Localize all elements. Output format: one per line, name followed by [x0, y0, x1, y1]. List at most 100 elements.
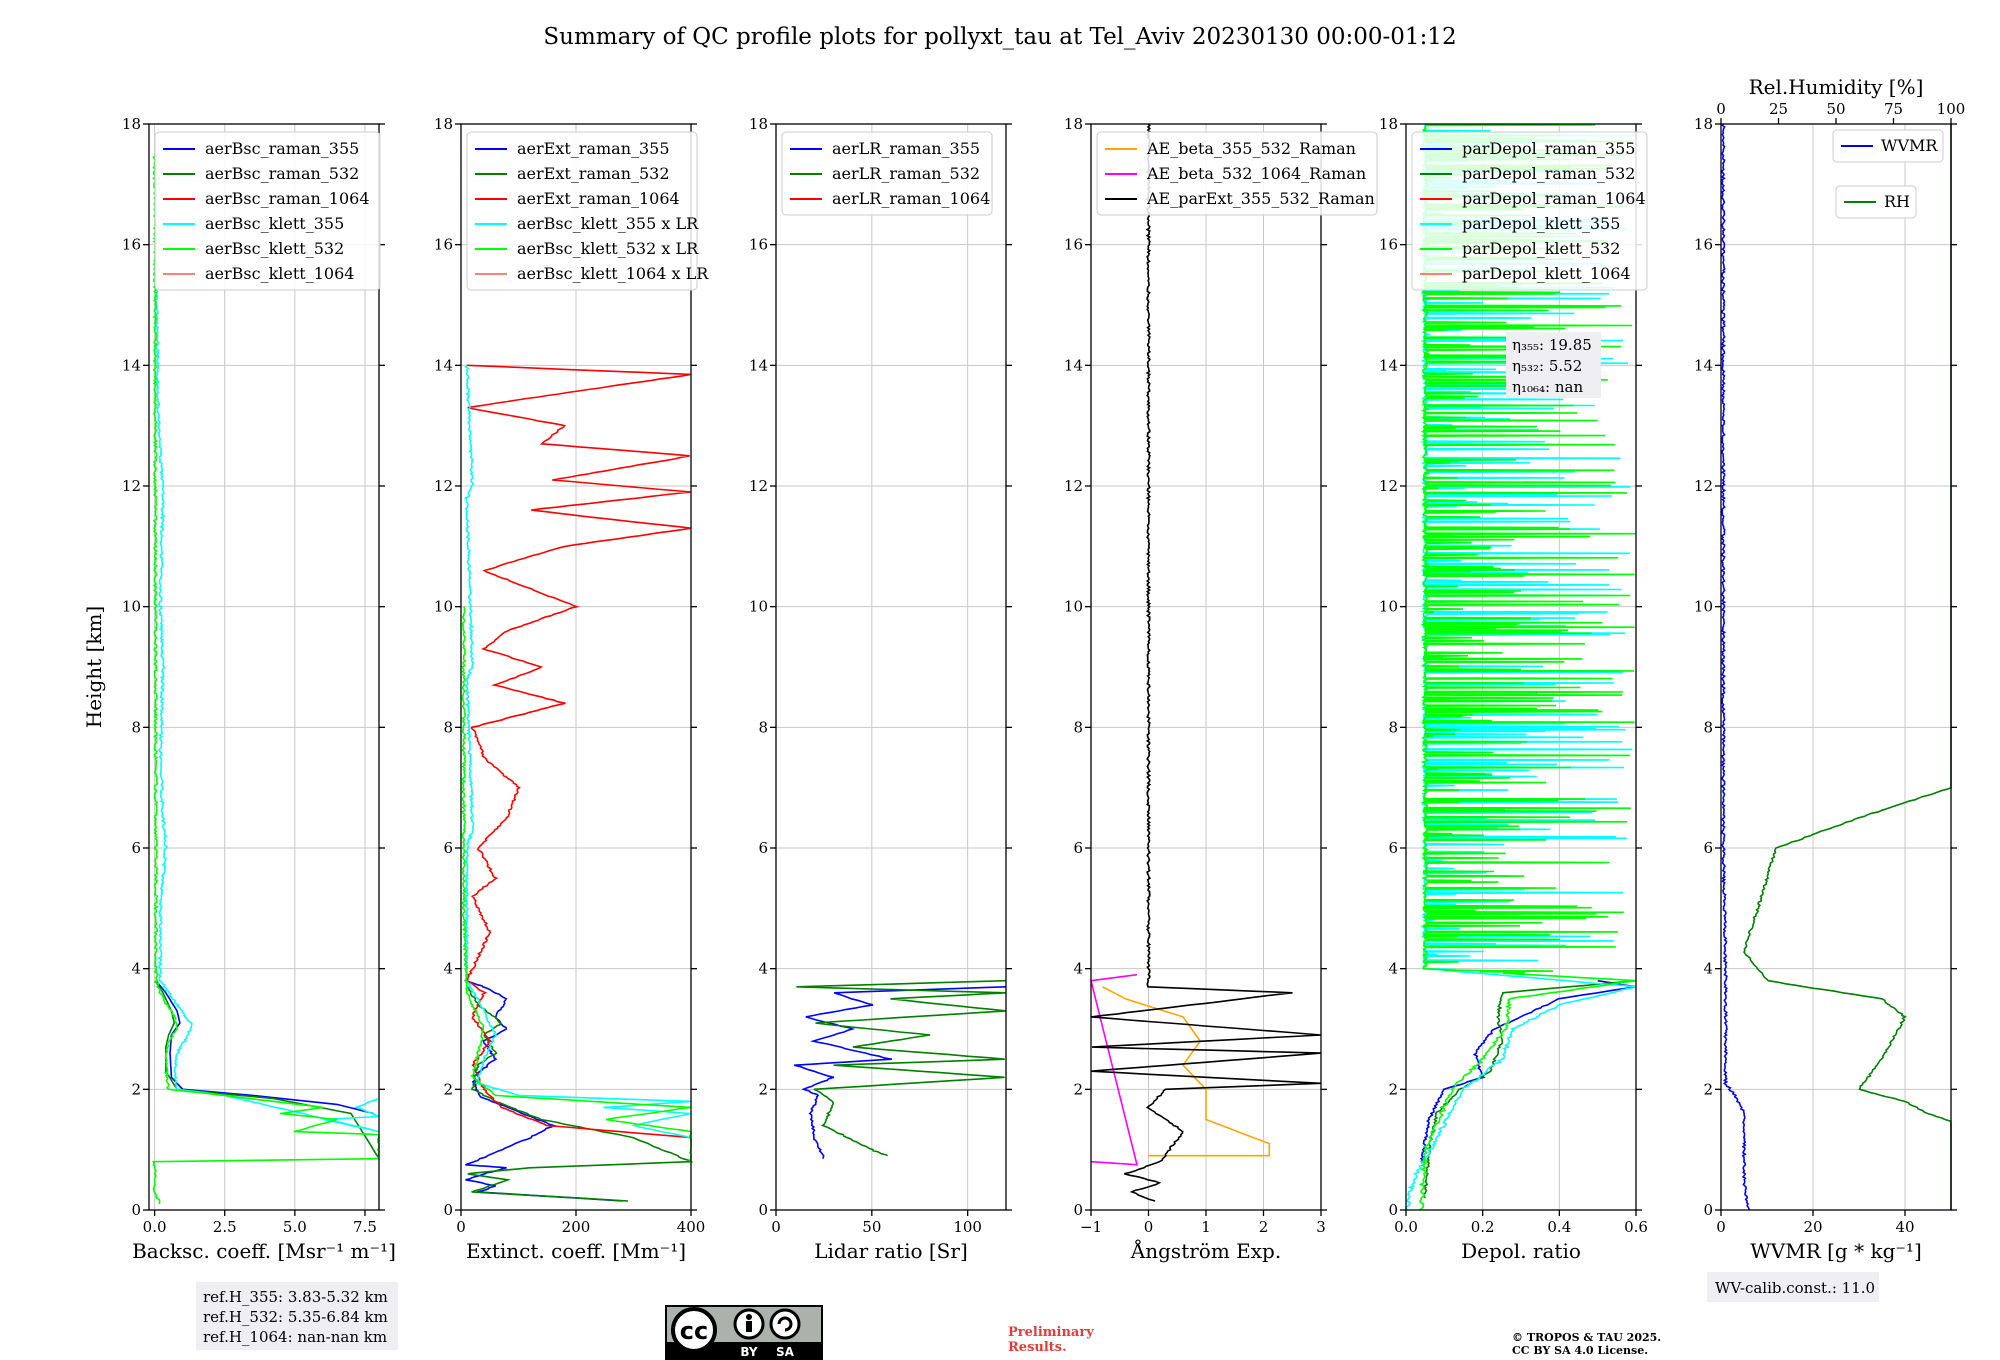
y-tick-label: 8	[1388, 718, 1398, 736]
legend-entry: aerExt_raman_532	[517, 164, 670, 183]
series-pardepol-raman-355	[1419, 979, 1637, 1163]
x-tick-label: 0.6	[1624, 1218, 1648, 1236]
legend-entry: aerBsc_klett_355	[205, 214, 344, 233]
x-tick-label: 0	[1716, 1218, 1726, 1236]
y-tick-label: 2	[1703, 1080, 1713, 1098]
series-aerext-raman-1064	[463, 364, 692, 1139]
y-tick-label: 12	[434, 477, 453, 495]
y-tick-label: 2	[1073, 1080, 1083, 1098]
x-tick-label: 5.0	[283, 1218, 307, 1236]
legend-entry: AE_beta_532_1064_Raman	[1146, 164, 1366, 183]
plot-frame	[148, 123, 380, 1211]
x-tick-label: 40	[1895, 1218, 1914, 1236]
figure-title: Summary of QC profile plots for pollyxt_…	[543, 24, 1456, 50]
series-ae-parext-355-532-raman	[1090, 123, 1322, 1202]
x-tick-label: 20	[1803, 1218, 1822, 1236]
legend-box	[1411, 131, 1648, 291]
ref-h355: ref.H_355: 3.83-5.32 km	[203, 1288, 388, 1306]
series-aerbsc-klett-355	[153, 280, 380, 1133]
license-line1: © TROPOS & TAU 2025.	[1512, 1331, 1661, 1344]
ref-h1064: ref.H_1064: nan-nan km	[203, 1328, 387, 1346]
panel-2: 0 2 4 6 8 10 12 14 16 18 0 200 400 Extinct. coeff. [M…	[434, 115, 709, 1263]
y-tick-label: 16	[749, 236, 768, 254]
y-tick-label: 18	[1379, 115, 1398, 133]
y-tick-label: 8	[131, 718, 141, 736]
x-axis-label: Backsc. coeff. [Msr⁻¹ m⁻¹]	[132, 1239, 396, 1263]
x-tick-label: 200	[562, 1218, 591, 1236]
plot-frame	[775, 123, 1007, 1211]
y-tick-label: 6	[1388, 839, 1398, 857]
legend-entry: aerBsc_klett_532 x LR	[517, 239, 699, 258]
plot-frame	[1405, 123, 1637, 1211]
y-tick-label: 12	[1694, 477, 1713, 495]
ref-h532: ref.H_532: 5.35-6.84 km	[203, 1308, 388, 1326]
y-tick-label: 4	[1388, 960, 1398, 978]
legend-entry: parDepol_raman_1064	[1462, 189, 1646, 208]
legend-entry: aerBsc_klett_355 x LR	[517, 214, 699, 233]
y-tick-label: 10	[1694, 598, 1713, 616]
y-tick-label: 18	[749, 115, 768, 133]
x-tick-label: 0.2	[1471, 1218, 1495, 1236]
legend-entry: parDepol_klett_355	[1462, 214, 1620, 233]
y-tick-label: 0	[131, 1201, 141, 1219]
y-tick-label: 14	[434, 356, 453, 374]
x-top-tick-label: 50	[1826, 100, 1845, 118]
y-tick-label: 6	[443, 839, 453, 857]
y-tick-label: 10	[1064, 598, 1083, 616]
y-tick-label: 12	[1064, 477, 1083, 495]
x-top-tick-label: 75	[1884, 100, 1903, 118]
cc-circle-icon	[671, 1307, 717, 1353]
wv-calib-text: WV-calib.const.: 11.0	[1715, 1279, 1875, 1297]
x-tick-label: 400	[677, 1218, 706, 1236]
legend-box	[466, 131, 698, 291]
legend-entry: aerBsc_klett_532	[205, 239, 344, 258]
legend-entry: AE_parExt_355_532_Raman	[1146, 189, 1375, 208]
x-tick-label: 0.0	[143, 1218, 167, 1236]
x-tick-label: 0	[771, 1218, 781, 1236]
y-tick-label: 14	[1379, 356, 1398, 374]
y-axis-label: Height [km]	[82, 606, 106, 728]
license-line2: CC BY SA 4.0 License.	[1512, 1344, 1648, 1357]
x-tick-label: 50	[862, 1218, 881, 1236]
eta-value: η₃₅₅: 19.85	[1512, 336, 1592, 354]
x-tick-label: 0.4	[1547, 1218, 1571, 1236]
series-aerlr-raman-532	[796, 979, 1007, 1157]
x-tick-label: 1	[1201, 1218, 1211, 1236]
legend-entry: aerLR_raman_1064	[832, 189, 990, 208]
series-aerbsc-klett-355-x-lr	[464, 364, 692, 1139]
y-tick-label: 16	[1694, 236, 1713, 254]
y-tick-label: 14	[1064, 356, 1083, 374]
y-tick-label: 6	[1073, 839, 1083, 857]
legend-entry: aerLR_raman_532	[832, 164, 980, 183]
panel-1: 0 2 4 6 8 10 12 14 16 18 0.0 2.5 5.0 7.5 Backsc. coeff…	[82, 115, 396, 1263]
y-tick-label: 0	[1073, 1201, 1083, 1219]
series-aerbsc-raman-355	[155, 980, 374, 1115]
x-tick-label: 7.5	[353, 1218, 377, 1236]
legend-entry: parDepol_raman_532	[1462, 164, 1635, 183]
series-pardepol-raman-532	[1423, 979, 1637, 1199]
eta-value: η₁₀₆₄: nan	[1512, 378, 1583, 396]
legend-box	[781, 131, 993, 216]
y-tick-label: 16	[1064, 236, 1083, 254]
legend-entry: WVMR	[1881, 136, 1938, 155]
y-tick-label: 10	[749, 598, 768, 616]
attribution-person-head	[746, 1314, 752, 1320]
x-axis-label: Extinct. coeff. [Mm⁻¹]	[466, 1239, 686, 1263]
legend-box	[1096, 131, 1378, 216]
y-tick-label: 0	[758, 1201, 768, 1219]
preliminary-line2: Results.	[1008, 1340, 1067, 1355]
y-tick-label: 4	[1703, 960, 1713, 978]
y-tick-label: 2	[131, 1080, 141, 1098]
y-tick-label: 4	[443, 960, 453, 978]
wv-calib-box	[1707, 1272, 1879, 1302]
x-tick-label: 100	[953, 1218, 982, 1236]
y-tick-label: 6	[1703, 839, 1713, 857]
legend-entry: aerBsc_klett_1064 x LR	[517, 264, 709, 283]
x-top-axis-label: Rel.Humidity [%]	[1749, 75, 1924, 99]
eta-value: η₅₃₂: 5.52	[1512, 357, 1582, 375]
reference-heights-bg	[196, 1282, 398, 1350]
y-tick-label: 8	[443, 718, 453, 736]
